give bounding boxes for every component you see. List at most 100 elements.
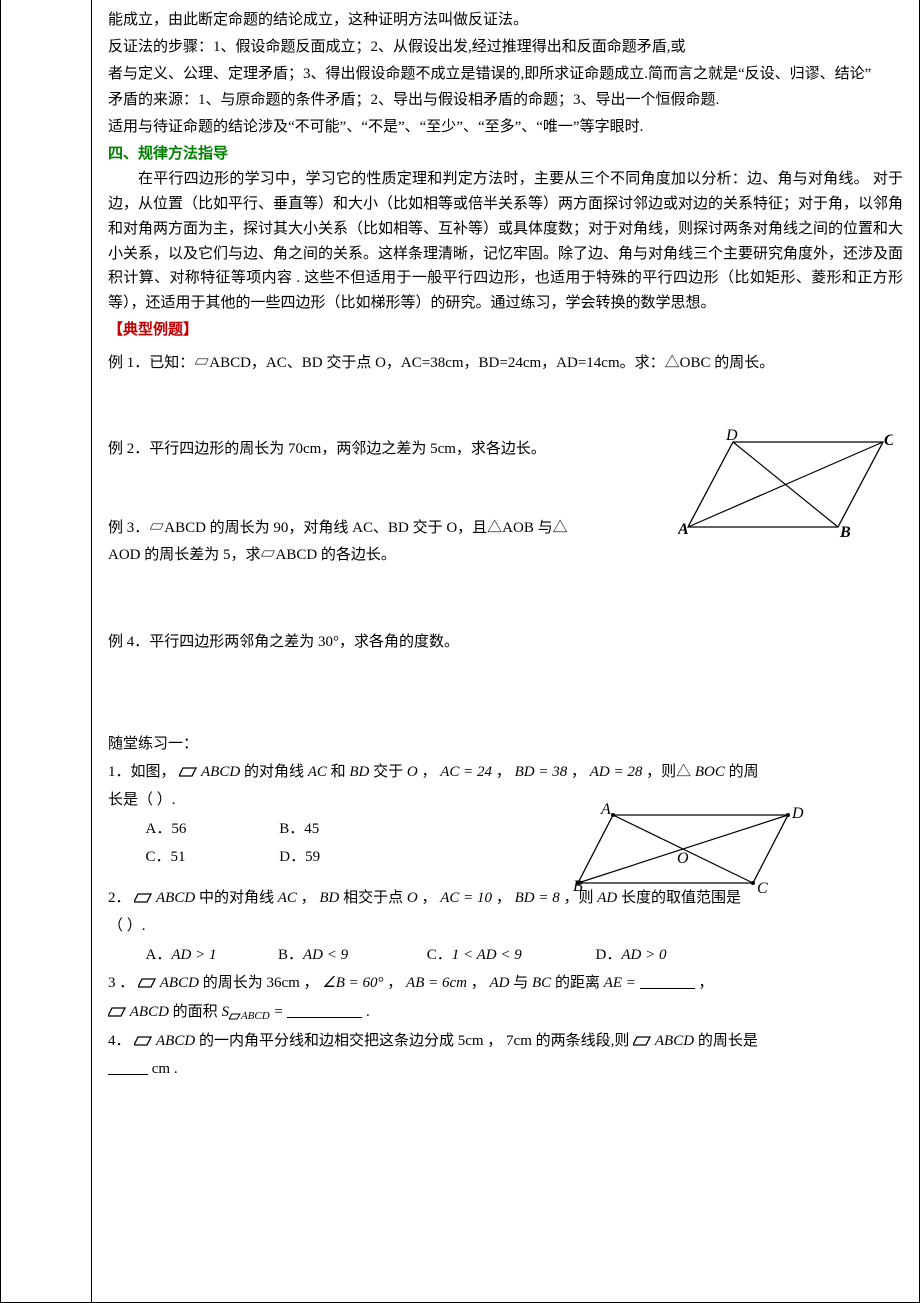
q2-t: 2． bbox=[108, 890, 131, 906]
q1-opt-d: D．59 bbox=[279, 843, 409, 872]
q3-ae: AE = bbox=[604, 975, 636, 991]
q4-t: 的一内角平分线和边相交把这条边分成 bbox=[199, 1033, 454, 1049]
q1-abcd: ABCD bbox=[201, 764, 240, 780]
diagram-parallelogram-1: D C A B bbox=[678, 427, 893, 552]
q3-bc: BC bbox=[532, 975, 551, 991]
q2-opt-b: AD < 9 bbox=[303, 941, 348, 970]
q4-v2: 7cm bbox=[506, 1033, 532, 1049]
dia2-label-B: B bbox=[573, 878, 583, 895]
q1-t: ，则△ bbox=[646, 764, 691, 780]
q4-abcd2: ABCD bbox=[655, 1033, 694, 1049]
q1-o: O bbox=[407, 764, 418, 780]
q3-ang: ∠B = 60° bbox=[322, 975, 383, 991]
q1-t: ， bbox=[571, 764, 590, 780]
q2-bd: BD bbox=[319, 890, 339, 906]
parallelogram-icon bbox=[229, 1013, 241, 1020]
q3-t: 3 ． bbox=[108, 975, 134, 991]
parallelogram-icon bbox=[108, 1007, 126, 1017]
q3-t: 的距离 bbox=[555, 975, 604, 991]
q3-t: ， bbox=[387, 975, 402, 991]
parallelogram-icon bbox=[633, 1036, 651, 1046]
dia1-label-C: C bbox=[884, 432, 893, 449]
q3-t: 与 bbox=[513, 975, 532, 991]
q2-t: 中的对角线 bbox=[199, 890, 278, 906]
q3-line2: ABCD 的面积 SABCD = . bbox=[108, 998, 903, 1027]
q2-optC-pre: C． bbox=[427, 941, 452, 970]
q3-ad: AD bbox=[490, 975, 510, 991]
section4-title: 四、规律方法指导 bbox=[108, 142, 903, 168]
q4-abcd: ABCD bbox=[156, 1033, 195, 1049]
q2-opt-a: AD > 1 bbox=[171, 941, 216, 970]
q2-t: 相交于点 bbox=[343, 890, 407, 906]
q3-stem: 3 ． ABCD 的周长为 36cm ， ∠B = 60° ， AB = 6cm… bbox=[108, 969, 903, 998]
q2-t: ， bbox=[301, 890, 320, 906]
intro-p1: 能成立，由此断定命题的结论成立，这种证明方法叫做反证法。 bbox=[108, 8, 903, 33]
q1-eq2: BD = 38 bbox=[515, 764, 568, 780]
q3-blank-1 bbox=[640, 974, 695, 989]
q1-t: 的周 bbox=[729, 764, 759, 780]
q1-opt-c: C．51 bbox=[146, 843, 276, 872]
q2-o: O bbox=[407, 890, 418, 906]
q1-t: ， bbox=[422, 764, 441, 780]
q2-optD-pre: D． bbox=[596, 941, 622, 970]
q2-t: ， bbox=[422, 890, 441, 906]
q1-boc: BOC bbox=[695, 764, 725, 780]
q3-t: ， bbox=[304, 975, 319, 991]
q3-t: ， bbox=[471, 975, 486, 991]
practice-title: 随堂练习一： bbox=[108, 732, 903, 758]
intro-p5: 适用与待证命题的结论涉及“不可能”、“不是”、“至少”、“至多”、“唯一”等字眼… bbox=[108, 115, 903, 140]
example-1: 例 1．已知：▱ABCD，AC、BD 交于点 O，AC=38cm，BD=24cm… bbox=[108, 351, 903, 376]
q4-v1: 5cm bbox=[458, 1033, 484, 1049]
q4-blank bbox=[108, 1060, 148, 1075]
parallelogram-icon bbox=[134, 893, 152, 903]
q2-options: A．AD > 1 B．AD < 9 C．1 < AD < 9 D．AD > 0 bbox=[108, 941, 903, 970]
q1-text: 1．如图， bbox=[108, 764, 176, 780]
q3-abcd2: ABCD bbox=[130, 1004, 169, 1020]
dia1-label-B: B bbox=[839, 524, 851, 541]
example-4: 例 4．平行四边形两邻角之差为 30°，求各角的度数。 bbox=[108, 630, 903, 655]
q1-t: 交于 bbox=[373, 764, 407, 780]
q4-t: 4． bbox=[108, 1033, 131, 1049]
intro-p2: 反证法的步骤：1、假设命题反面成立；2、从假设出发,经过推理得出和反面命题矛盾,… bbox=[108, 35, 903, 60]
q2-line2: （ ）. bbox=[108, 912, 903, 941]
q2-ac: AC bbox=[278, 890, 297, 906]
q2-opt-d: AD > 0 bbox=[621, 941, 666, 970]
q4-t: 的周长是 bbox=[698, 1033, 758, 1049]
q3-t: 的周长为 bbox=[203, 975, 263, 991]
dia2-label-C: C bbox=[757, 880, 768, 897]
q4-t: ， bbox=[487, 1033, 506, 1049]
q1-bd: BD bbox=[349, 764, 369, 780]
q1-t: 的对角线 bbox=[244, 764, 308, 780]
q2-t: ， bbox=[496, 890, 515, 906]
q1-opt-a: A．56 bbox=[146, 815, 276, 844]
q3-t: 的面积 bbox=[173, 1004, 218, 1020]
intro-p4: 矛盾的来源：1、与原命题的条件矛盾；2、导出与假设相矛盾的命题；3、导出一个恒假… bbox=[108, 88, 903, 113]
q1-eq3: AD = 28 bbox=[590, 764, 643, 780]
parallelogram-icon bbox=[134, 1036, 152, 1046]
q1-ac: AC bbox=[308, 764, 327, 780]
q4-t: 的两条线段,则 bbox=[536, 1033, 630, 1049]
q4-line2: _____ cm . cm . bbox=[108, 1055, 903, 1084]
dia1-label-A: A bbox=[678, 521, 689, 538]
q2-eq2: BD = 8 bbox=[515, 890, 560, 906]
dia1-label-D: D bbox=[725, 427, 738, 444]
q3-abcd: ABCD bbox=[160, 975, 199, 991]
q2-eq1: AC = 10 bbox=[440, 890, 492, 906]
dia2-label-O: O bbox=[677, 850, 689, 867]
q2-optA-pre: A． bbox=[146, 941, 172, 970]
q2-abcd: ABCD bbox=[156, 890, 195, 906]
q3-eq1: AB = 6cm bbox=[406, 975, 467, 991]
q1-eq1: AC = 24 bbox=[440, 764, 492, 780]
diagram-parallelogram-2: A D B C O bbox=[573, 803, 813, 903]
q1-opt-b: B．45 bbox=[279, 815, 409, 844]
q2-opt-c: 1 < AD < 9 bbox=[452, 941, 522, 970]
guidance-text: 在平行四边形的学习中，学习它的性质定理和判定方法时，主要从三个不同角度加以分析：… bbox=[108, 167, 903, 316]
q1-t: 和 bbox=[331, 764, 350, 780]
q1-stem: 1．如图， ABCD 的对角线 AC 和 BD 交于 O ， AC = 24 ，… bbox=[108, 758, 903, 787]
examples-title: 【典型例题】 bbox=[108, 318, 903, 343]
parallelogram-icon bbox=[179, 767, 197, 777]
q1-t: ， bbox=[496, 764, 515, 780]
q3-v1: 36cm bbox=[266, 975, 299, 991]
q4-stem: 4． ABCD 的一内角平分线和边相交把这条边分成 5cm ， 7cm 的两条线… bbox=[108, 1027, 903, 1056]
q2-optB-pre: B． bbox=[278, 941, 303, 970]
